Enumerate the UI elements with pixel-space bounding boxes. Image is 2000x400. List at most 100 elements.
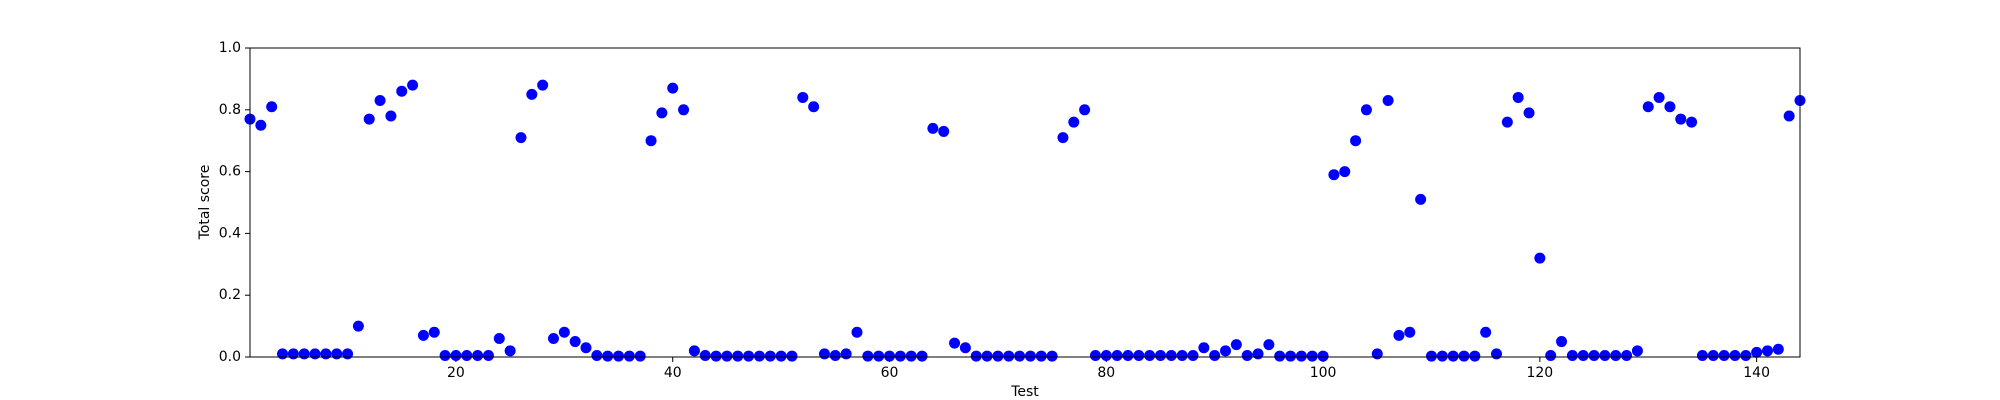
point bbox=[1328, 169, 1340, 181]
point bbox=[1415, 193, 1427, 205]
y-tick-label: 0.8 bbox=[219, 102, 241, 118]
point bbox=[786, 350, 798, 362]
x-tick-label: 80 bbox=[1097, 365, 1115, 381]
point bbox=[537, 79, 549, 91]
point bbox=[1588, 349, 1600, 361]
point bbox=[1187, 349, 1199, 361]
point bbox=[905, 350, 917, 362]
point bbox=[1100, 349, 1112, 361]
point bbox=[1761, 345, 1773, 357]
point bbox=[634, 350, 646, 362]
point bbox=[428, 326, 440, 338]
point bbox=[1252, 348, 1264, 360]
point bbox=[417, 329, 429, 341]
point bbox=[1068, 116, 1080, 128]
point bbox=[992, 350, 1004, 362]
point bbox=[1610, 349, 1622, 361]
plot-frame bbox=[249, 47, 1801, 358]
point bbox=[829, 349, 841, 361]
x-tick-label: 60 bbox=[881, 365, 899, 381]
point bbox=[1057, 132, 1069, 144]
point bbox=[1436, 350, 1448, 362]
point bbox=[1707, 349, 1719, 361]
point bbox=[331, 348, 343, 360]
point bbox=[1631, 345, 1643, 357]
point bbox=[1653, 91, 1665, 103]
x-tick-label: 120 bbox=[1526, 365, 1553, 381]
point bbox=[1491, 348, 1503, 360]
point bbox=[1154, 349, 1166, 361]
point bbox=[1176, 349, 1188, 361]
point bbox=[1469, 350, 1481, 362]
point bbox=[732, 350, 744, 362]
point bbox=[851, 326, 863, 338]
point bbox=[515, 132, 527, 144]
point bbox=[504, 345, 516, 357]
x-tick-label: 100 bbox=[1310, 365, 1337, 381]
point bbox=[775, 350, 787, 362]
point bbox=[1501, 116, 1513, 128]
y-tick-label: 0.6 bbox=[219, 164, 241, 180]
point bbox=[1740, 349, 1752, 361]
point bbox=[970, 350, 982, 362]
point bbox=[287, 348, 299, 360]
point bbox=[1306, 350, 1318, 362]
point bbox=[1696, 349, 1708, 361]
point bbox=[1111, 349, 1123, 361]
point bbox=[981, 350, 993, 362]
point bbox=[797, 91, 809, 103]
point bbox=[916, 350, 928, 362]
point bbox=[342, 348, 354, 360]
x-tick-label: 140 bbox=[1743, 365, 1770, 381]
point bbox=[1534, 252, 1546, 264]
point bbox=[1556, 336, 1568, 348]
point bbox=[1545, 349, 1557, 361]
point bbox=[396, 85, 408, 97]
point bbox=[1209, 349, 1221, 361]
point bbox=[808, 101, 820, 113]
point bbox=[1675, 113, 1687, 125]
point bbox=[1285, 350, 1297, 362]
point bbox=[1371, 348, 1383, 360]
point bbox=[1404, 326, 1416, 338]
point bbox=[1772, 343, 1784, 355]
point bbox=[840, 348, 852, 360]
point bbox=[959, 342, 971, 354]
point bbox=[1295, 350, 1307, 362]
y-tick-label: 0.0 bbox=[219, 349, 241, 365]
point bbox=[753, 350, 765, 362]
point bbox=[1577, 349, 1589, 361]
point bbox=[1642, 101, 1654, 113]
point bbox=[526, 88, 538, 100]
point bbox=[493, 332, 505, 344]
y-axis-label: Total score bbox=[197, 165, 213, 241]
point bbox=[1339, 166, 1351, 178]
x-tick-label: 20 bbox=[447, 365, 465, 381]
y-tick-label: 0.2 bbox=[219, 287, 241, 303]
point bbox=[678, 104, 690, 116]
point bbox=[645, 135, 657, 147]
point bbox=[1350, 135, 1362, 147]
point bbox=[1089, 349, 1101, 361]
point bbox=[1241, 349, 1253, 361]
point bbox=[1035, 350, 1047, 362]
point bbox=[602, 350, 614, 362]
point bbox=[1425, 350, 1437, 362]
point bbox=[1458, 350, 1470, 362]
point bbox=[667, 82, 679, 94]
point bbox=[558, 326, 570, 338]
point bbox=[1220, 345, 1232, 357]
point bbox=[1317, 350, 1329, 362]
point bbox=[1263, 339, 1275, 351]
point bbox=[656, 107, 668, 119]
point bbox=[818, 348, 830, 360]
point bbox=[1198, 342, 1210, 354]
point bbox=[580, 342, 592, 354]
point bbox=[591, 349, 603, 361]
point bbox=[894, 350, 906, 362]
point bbox=[1014, 350, 1026, 362]
point bbox=[764, 350, 776, 362]
point bbox=[1512, 91, 1524, 103]
point bbox=[1046, 350, 1058, 362]
point bbox=[1165, 349, 1177, 361]
